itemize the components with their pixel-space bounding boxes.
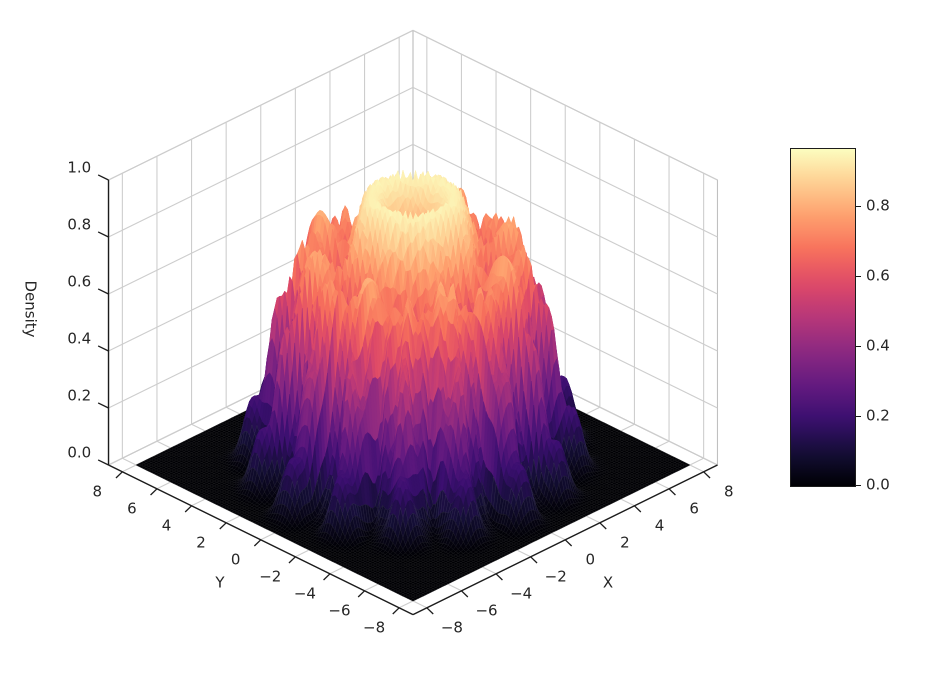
colorbar-tick-mark bbox=[855, 485, 861, 487]
y-tick-label: −4 bbox=[293, 584, 316, 603]
colorbar-gradient bbox=[791, 149, 855, 486]
z-tick-label: 0.2 bbox=[67, 386, 92, 404]
y-tick-label: 6 bbox=[127, 499, 137, 518]
x-tick-label: 6 bbox=[689, 499, 699, 518]
y-tick-label: −2 bbox=[259, 567, 282, 586]
colorbar: 0.0 0.2 0.4 0.6 0.8 bbox=[790, 148, 890, 492]
z-axis-label: Density bbox=[21, 280, 40, 338]
y-tick-label: 2 bbox=[196, 533, 206, 552]
y-tick-label: −8 bbox=[363, 618, 386, 637]
x-tick-label: −8 bbox=[440, 618, 463, 637]
y-tick-label: 0 bbox=[230, 550, 241, 569]
colorbar-tick-label: 0.6 bbox=[866, 266, 890, 285]
colorbar-tick-label: 0.8 bbox=[866, 196, 890, 215]
colorbar-tick-mark bbox=[855, 345, 861, 347]
x-tick-label: −6 bbox=[475, 601, 498, 620]
colorbar-tick-mark bbox=[855, 415, 861, 417]
z-tick-label: 0.6 bbox=[67, 272, 92, 290]
x-tick-label: 0 bbox=[585, 550, 596, 569]
x-tick-label: 2 bbox=[620, 533, 630, 552]
colorbar-tick-label: 0.4 bbox=[866, 336, 890, 355]
y-tick-label: 8 bbox=[92, 482, 103, 501]
x-tick-label: −2 bbox=[544, 567, 567, 586]
x-axis-label: X bbox=[602, 573, 614, 592]
colorbar-tick-label: 0.2 bbox=[866, 406, 890, 425]
x-tick-label: 4 bbox=[654, 516, 665, 535]
y-tick-label: −6 bbox=[328, 601, 351, 620]
x-tick-label: 8 bbox=[723, 482, 734, 501]
colorbar-tick-label: 0.0 bbox=[866, 475, 890, 494]
y-axis-label: Y bbox=[215, 573, 225, 592]
colorbar-tick-mark bbox=[855, 205, 861, 207]
z-tick-label: 0.0 bbox=[67, 443, 92, 461]
x-tick-label: −4 bbox=[510, 584, 533, 603]
z-tick-label: 1.0 bbox=[67, 158, 92, 176]
y-tick-label: 4 bbox=[161, 516, 172, 535]
z-tick-label: 0.4 bbox=[67, 329, 92, 347]
z-tick-label: 0.8 bbox=[67, 215, 92, 233]
colorbar-tick-mark bbox=[855, 275, 861, 277]
